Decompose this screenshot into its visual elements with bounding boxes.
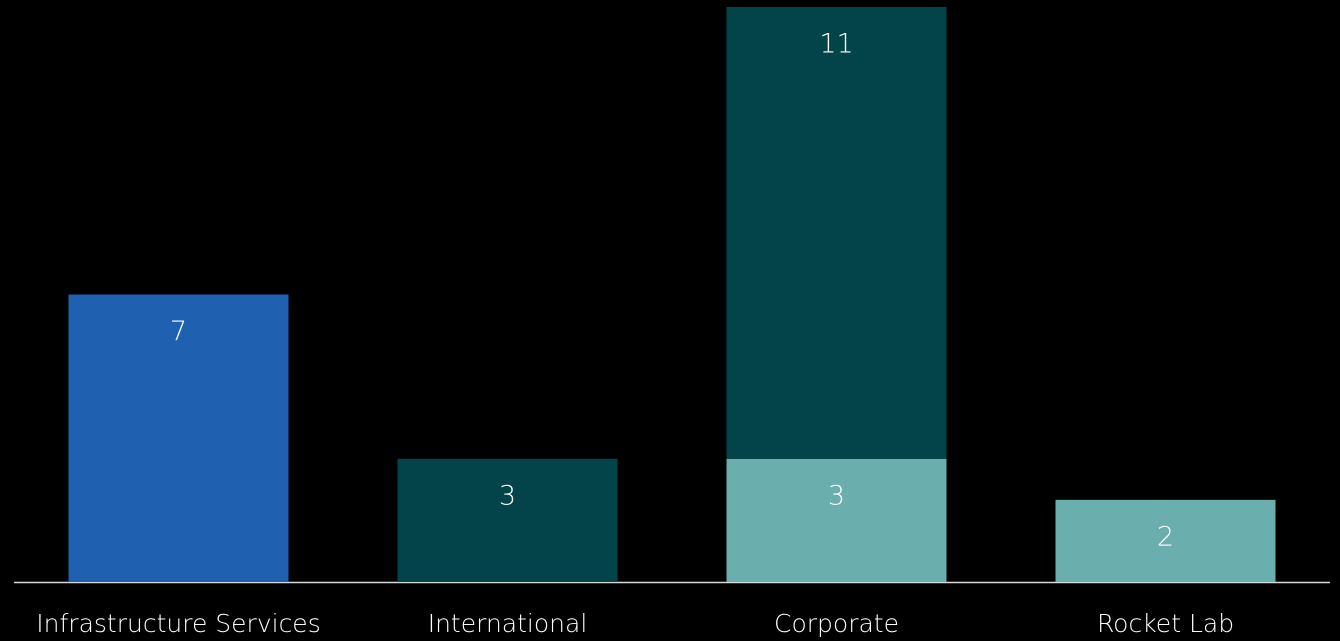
- data-label: 7: [170, 316, 187, 347]
- bar-segment: [726, 458, 947, 582]
- data-label: 2: [1157, 521, 1174, 552]
- x-tick-label: Corporate: [774, 609, 899, 638]
- data-label: 3: [499, 480, 516, 511]
- bar-segment: [68, 294, 289, 582]
- x-tick-label: Infrastructure Services: [36, 609, 320, 638]
- data-label: 11: [819, 29, 853, 60]
- data-label: 3: [828, 480, 845, 511]
- x-tick-label: Rocket Lab: [1097, 609, 1234, 638]
- bar-segment: [397, 458, 618, 582]
- x-tick-label: International: [428, 609, 588, 638]
- bar-segment: [1055, 499, 1276, 582]
- bar-segment: [726, 7, 947, 459]
